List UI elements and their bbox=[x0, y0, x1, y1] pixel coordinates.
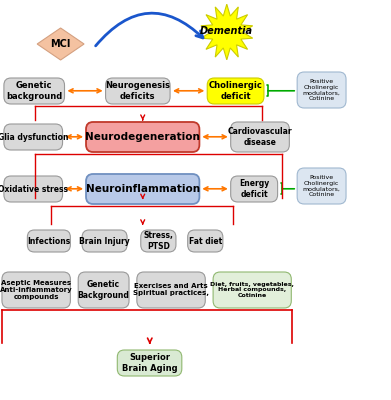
FancyBboxPatch shape bbox=[27, 230, 70, 252]
Text: Brain Injury: Brain Injury bbox=[79, 236, 130, 246]
FancyBboxPatch shape bbox=[82, 230, 127, 252]
FancyBboxPatch shape bbox=[117, 350, 182, 376]
Text: Infections: Infections bbox=[27, 236, 70, 246]
Text: Stress,
PTSD: Stress, PTSD bbox=[143, 231, 173, 251]
FancyBboxPatch shape bbox=[231, 122, 289, 152]
Polygon shape bbox=[201, 4, 253, 60]
Text: Energy
deficit: Energy deficit bbox=[239, 179, 269, 199]
Text: Superior
Brain Aging: Superior Brain Aging bbox=[122, 353, 178, 373]
Text: Neurodegeneration: Neurodegeneration bbox=[85, 132, 200, 142]
Text: MCI: MCI bbox=[50, 39, 71, 49]
Text: Dementia: Dementia bbox=[200, 26, 253, 36]
FancyBboxPatch shape bbox=[213, 272, 291, 308]
Text: Cardiovascular
disease: Cardiovascular disease bbox=[228, 127, 292, 147]
FancyBboxPatch shape bbox=[207, 78, 264, 104]
Polygon shape bbox=[37, 28, 84, 60]
FancyBboxPatch shape bbox=[86, 174, 199, 204]
Text: Positive
Cholinergic
modulators,
Cotinine: Positive Cholinergic modulators, Cotinin… bbox=[303, 79, 341, 101]
FancyBboxPatch shape bbox=[137, 272, 205, 308]
FancyBboxPatch shape bbox=[2, 272, 70, 308]
Text: Glia dysfunction: Glia dysfunction bbox=[0, 132, 68, 142]
Text: Diet, fruits, vegetables,
Herbal compounds,
Cotinine: Diet, fruits, vegetables, Herbal compoun… bbox=[210, 282, 294, 298]
Text: Neurogenesis
deficits: Neurogenesis deficits bbox=[105, 81, 170, 101]
Text: Genetic
background: Genetic background bbox=[6, 81, 62, 101]
Text: Aseptic Measures
Anti-inflammatory
compounds: Aseptic Measures Anti-inflammatory compo… bbox=[0, 280, 73, 300]
FancyBboxPatch shape bbox=[106, 78, 170, 104]
Text: Exercises and Arts
Spiritual practices,: Exercises and Arts Spiritual practices, bbox=[133, 284, 209, 296]
Text: Neuroinflammation: Neuroinflammation bbox=[86, 184, 200, 194]
Text: Genetic
Background: Genetic Background bbox=[78, 280, 129, 300]
FancyBboxPatch shape bbox=[4, 124, 63, 150]
FancyBboxPatch shape bbox=[188, 230, 223, 252]
Text: Oxidative stress: Oxidative stress bbox=[0, 184, 68, 194]
FancyBboxPatch shape bbox=[231, 176, 278, 202]
FancyBboxPatch shape bbox=[4, 176, 63, 202]
FancyBboxPatch shape bbox=[86, 122, 199, 152]
FancyBboxPatch shape bbox=[141, 230, 176, 252]
Text: Positive
Cholinergic
modulators,
Cotinine: Positive Cholinergic modulators, Cotinin… bbox=[303, 175, 341, 197]
FancyBboxPatch shape bbox=[4, 78, 65, 104]
FancyBboxPatch shape bbox=[297, 72, 346, 108]
FancyBboxPatch shape bbox=[78, 272, 129, 308]
Text: Fat diet: Fat diet bbox=[188, 236, 222, 246]
Text: Cholinergic
deficit: Cholinergic deficit bbox=[209, 81, 262, 101]
FancyBboxPatch shape bbox=[297, 168, 346, 204]
